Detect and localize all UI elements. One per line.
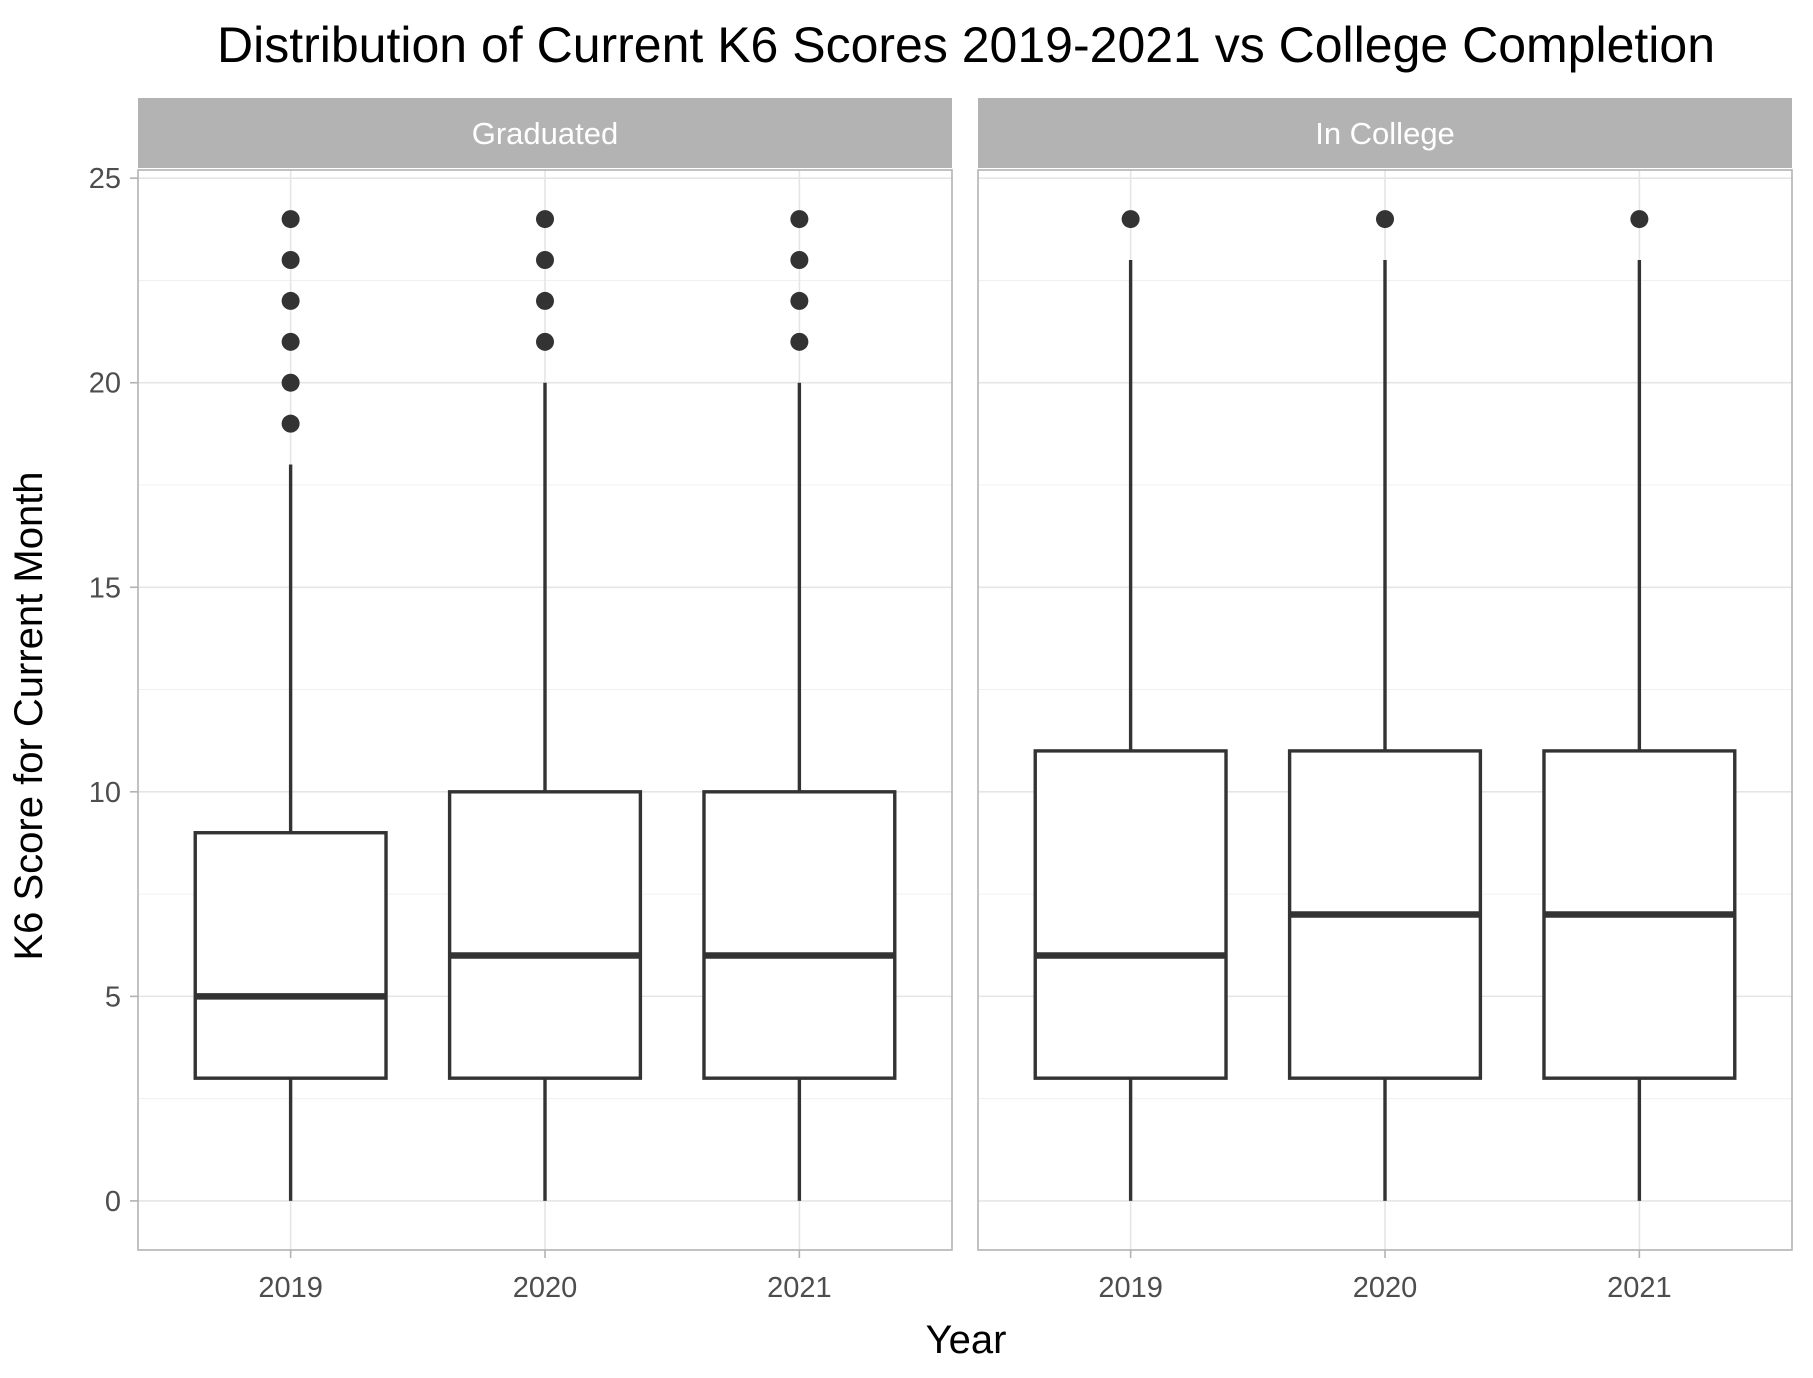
outlier-point bbox=[281, 373, 300, 392]
x-tick-label-2020: 2020 bbox=[513, 1272, 578, 1304]
outlier-point bbox=[790, 251, 809, 269]
outlier-point bbox=[790, 291, 809, 310]
y-tick-label-25: 25 bbox=[89, 163, 121, 195]
y-tick-label-5: 5 bbox=[105, 981, 121, 1013]
boxplot-2021 bbox=[702, 210, 897, 1201]
outlier-point bbox=[536, 332, 554, 351]
y-tick-label-20: 20 bbox=[89, 368, 121, 400]
boxplot-2020 bbox=[447, 210, 643, 1201]
facet-strip-label: In College bbox=[1315, 116, 1455, 151]
y-tick-label-10: 10 bbox=[89, 777, 121, 809]
facet-strip bbox=[978, 98, 1792, 168]
y-tick-label-15: 15 bbox=[89, 572, 121, 604]
box-iqr bbox=[193, 831, 388, 1080]
box-iqr bbox=[447, 790, 643, 1080]
boxplot-2019 bbox=[193, 210, 388, 1201]
outlier-point bbox=[281, 291, 300, 310]
outlier-point bbox=[790, 332, 809, 351]
outlier-point bbox=[790, 210, 809, 229]
outlier-point bbox=[281, 414, 300, 433]
outlier-point bbox=[281, 332, 300, 351]
x-tick-label-2021: 2021 bbox=[767, 1272, 832, 1304]
outlier-point bbox=[536, 251, 554, 269]
outlier-point bbox=[536, 291, 554, 310]
x-tick-label-2019: 2019 bbox=[258, 1272, 323, 1304]
outlier-point bbox=[536, 210, 554, 229]
facet-strip bbox=[138, 98, 952, 168]
y-axis-title: K6 Score for Current Month bbox=[7, 471, 51, 960]
outlier-point bbox=[281, 251, 300, 269]
chart-title: Distribution of Current K6 Scores 2019-2… bbox=[217, 17, 1715, 73]
boxplot-2021 bbox=[1542, 210, 1737, 1201]
outlier-point bbox=[1121, 210, 1140, 229]
x-axis-title: Year bbox=[926, 1318, 1007, 1362]
facet-panels: Graduated 2019 2020 2021 In College 2019 2020 2… bbox=[137, 98, 1793, 1304]
outlier-point bbox=[1630, 210, 1649, 229]
outlier-point bbox=[281, 210, 300, 229]
x-tick-label-2019: 2019 bbox=[1098, 1272, 1163, 1304]
box-iqr bbox=[702, 790, 897, 1080]
y-tick-label-0: 0 bbox=[105, 1186, 121, 1218]
facet-panel-1: In College 2019 2020 2021 bbox=[977, 98, 1793, 1304]
y-axis-ticks: 0 5 10 15 20 25 bbox=[89, 163, 138, 1218]
facet-strip-label: Graduated bbox=[472, 116, 619, 151]
outlier-point bbox=[1376, 210, 1394, 229]
x-tick-label-2020: 2020 bbox=[1353, 1272, 1418, 1304]
boxplot-2020 bbox=[1287, 210, 1483, 1201]
boxplot-2019 bbox=[1033, 210, 1228, 1201]
x-tick-label-2021: 2021 bbox=[1607, 1272, 1672, 1304]
box-iqr bbox=[1033, 749, 1228, 1080]
facet-panel-0: Graduated 2019 2020 2021 bbox=[137, 98, 953, 1304]
